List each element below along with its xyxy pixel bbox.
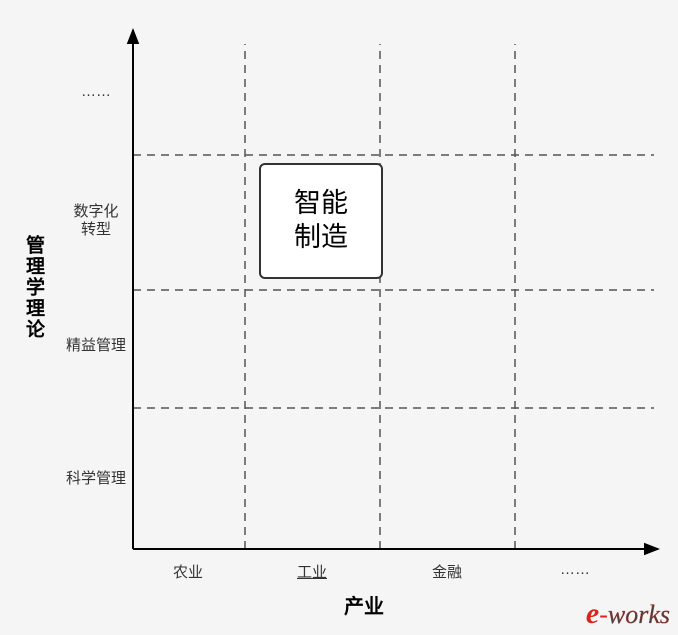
y-tick-label: 精益管理 (63, 337, 129, 355)
y-tick-label: 数字化转型 (63, 203, 129, 239)
x-tick-label: 农业 (158, 561, 218, 582)
x-tick-label: …… (545, 561, 605, 578)
x-tick-label: 工业 (282, 561, 342, 582)
x-axis-label: 产业 (344, 590, 384, 619)
y-tick-label: 科学管理 (63, 470, 129, 488)
watermark-logo: e-works (586, 597, 670, 631)
x-tick-label: 金融 (417, 561, 477, 582)
y-tick-label: …… (63, 83, 129, 101)
y-axis-label: 管理学理论 (20, 235, 47, 340)
highlight-cell: 智能制造 (259, 163, 383, 279)
